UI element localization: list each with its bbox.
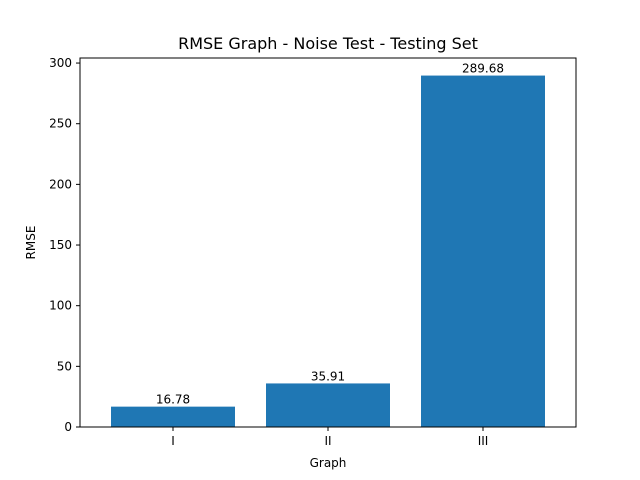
data-label: 16.78 xyxy=(156,393,190,407)
x-tick-label: III xyxy=(478,434,489,448)
x-tick-label: II xyxy=(324,434,331,448)
data-label: 289.68 xyxy=(462,62,504,76)
y-tick-label: 250 xyxy=(49,117,72,131)
x-tick-label: I xyxy=(171,434,175,448)
y-tick-label: 300 xyxy=(49,56,72,70)
y-tick-label: 150 xyxy=(49,238,72,252)
x-axis-ticks: I II III xyxy=(171,427,488,448)
bars-group xyxy=(111,75,545,427)
y-tick-label: 100 xyxy=(49,299,72,313)
bar xyxy=(266,383,390,427)
y-axis-ticks: 0 50 100 150 200 250 300 xyxy=(49,56,80,434)
y-tick-label: 0 xyxy=(64,420,72,434)
bar xyxy=(421,75,545,427)
data-label: 35.91 xyxy=(311,369,345,383)
chart-title: RMSE Graph - Noise Test - Testing Set xyxy=(178,34,478,53)
bar xyxy=(111,406,235,427)
y-axis-label: RMSE xyxy=(24,226,38,260)
y-tick-label: 200 xyxy=(49,177,72,191)
data-labels-group: 16.78 35.91 289.68 xyxy=(156,62,504,407)
y-tick-label: 50 xyxy=(57,359,72,373)
x-axis-label: Graph xyxy=(310,456,347,470)
